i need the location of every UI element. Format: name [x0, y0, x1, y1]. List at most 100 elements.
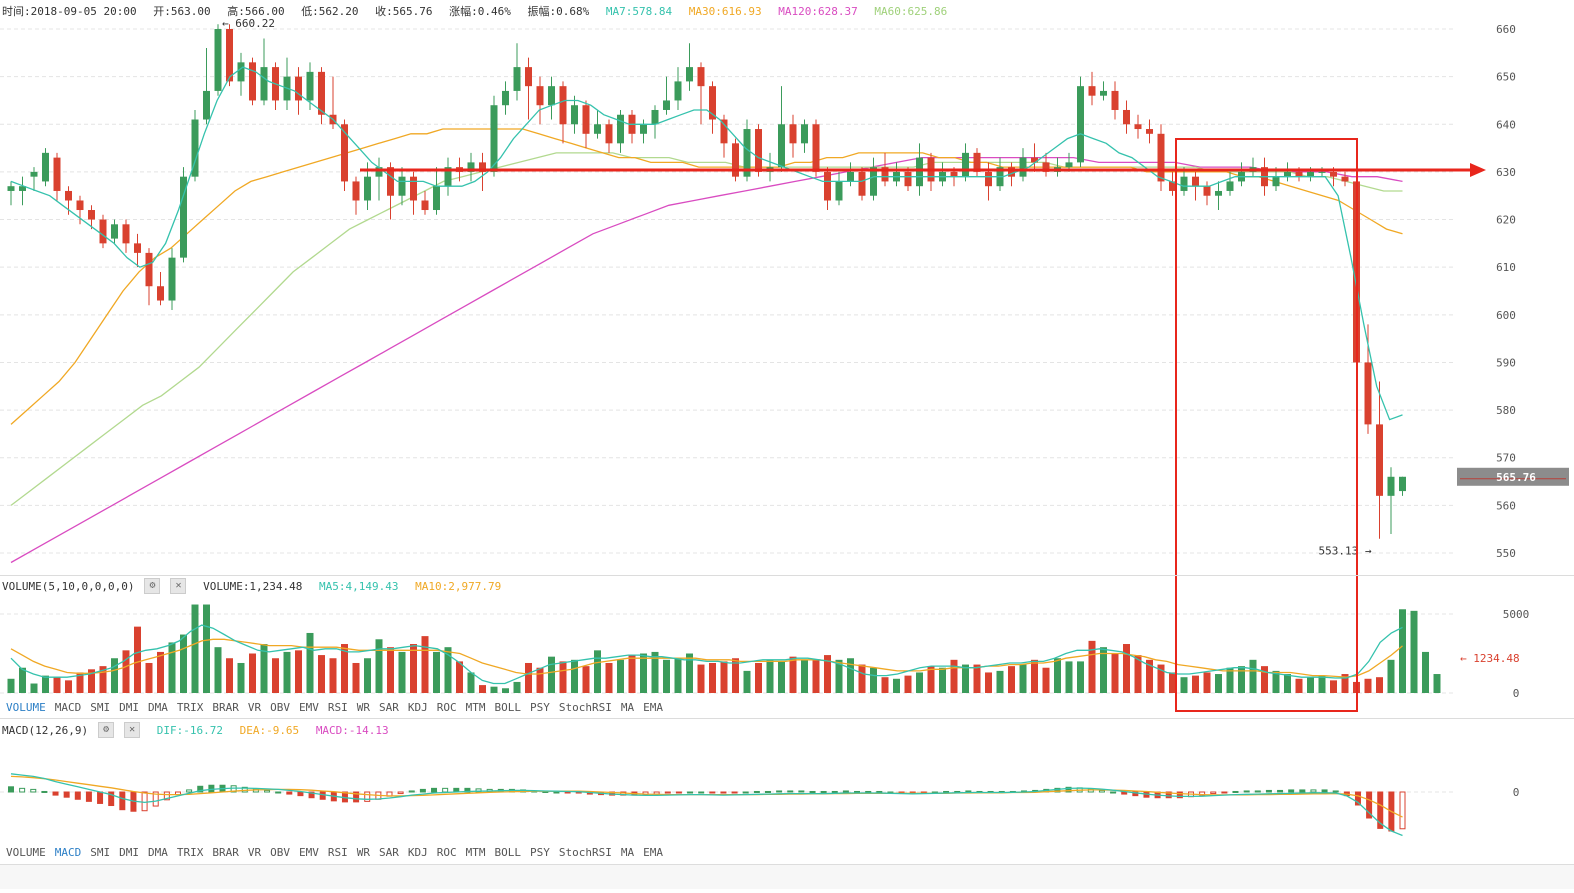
- macd-bar: [408, 790, 415, 793]
- candle-body: [950, 171, 958, 177]
- candle-body: [410, 176, 417, 201]
- candle-body: [1042, 162, 1050, 172]
- macd-bar: [1065, 786, 1072, 793]
- candle-body: [168, 257, 176, 301]
- macd-tab-psy[interactable]: PSY: [530, 846, 550, 859]
- volume-tab-sar[interactable]: SAR: [379, 701, 399, 714]
- macd-tab-macd[interactable]: MACD: [54, 846, 82, 859]
- volume-bar: [835, 659, 843, 693]
- volume-tab-ma[interactable]: MA: [620, 701, 635, 714]
- macd-bar: [1176, 791, 1183, 799]
- macd-tab-boll[interactable]: BOLL: [494, 846, 522, 859]
- volume-tab-psy[interactable]: PSY: [530, 701, 550, 714]
- macd-tab-dma[interactable]: DMA: [148, 846, 168, 859]
- volume-bar: [709, 662, 716, 693]
- volume-bar: [99, 666, 107, 693]
- volume-tab-rsi[interactable]: RSI: [327, 701, 348, 714]
- macd-tab-roc[interactable]: ROC: [436, 846, 457, 859]
- candle-body: [720, 119, 728, 144]
- volume-tab-obv[interactable]: OBV: [270, 701, 290, 714]
- macd-tab-dmi[interactable]: DMI: [119, 846, 139, 859]
- macd-bar: [397, 791, 404, 795]
- volume-bar: [893, 678, 900, 693]
- volume-tab-dma[interactable]: DMA: [148, 701, 168, 714]
- volume-tab-dmi[interactable]: DMI: [119, 701, 139, 714]
- candle-body: [605, 124, 613, 144]
- macd-tab-obv[interactable]: OBV: [270, 846, 290, 859]
- candle-body: [1272, 176, 1280, 187]
- macd-bar: [698, 791, 705, 794]
- volume-bar: [479, 685, 486, 693]
- volume-bar: [157, 651, 164, 693]
- volume-tab-trix[interactable]: TRIX: [176, 701, 204, 714]
- volume-tab-boll[interactable]: BOLL: [494, 701, 522, 714]
- macd-tab-smi[interactable]: SMI: [90, 846, 111, 859]
- volume-bar: [640, 653, 647, 693]
- candle-body: [203, 90, 210, 120]
- macd-tab-sar[interactable]: SAR: [379, 846, 399, 859]
- candle-body: [30, 171, 38, 177]
- volume-bar: [502, 688, 509, 693]
- volume-tab-wr[interactable]: WR: [356, 701, 370, 714]
- volume-tab-kdj[interactable]: KDJ: [407, 701, 428, 714]
- macd-bar: [854, 790, 861, 793]
- candle-body: [180, 176, 187, 258]
- candle-body: [962, 152, 969, 177]
- volume-bar: [1180, 677, 1188, 693]
- macd-bar: [52, 791, 59, 796]
- divider-macd: [0, 718, 1574, 719]
- macd-tab-vr[interactable]: VR: [247, 846, 262, 859]
- volume-tab-mtm[interactable]: MTM: [465, 701, 486, 714]
- volume-bar: [203, 604, 210, 693]
- volume-bar: [789, 656, 797, 693]
- volume-tab-ema[interactable]: EMA: [643, 701, 663, 714]
- macd-bar: [141, 791, 148, 812]
- current-price-box: [1457, 467, 1569, 486]
- volume-bar: [1330, 680, 1337, 693]
- volume-bar: [801, 659, 808, 693]
- macd-tab-kdj[interactable]: KDJ: [407, 846, 428, 859]
- volume-tab-volume[interactable]: VOLUME: [6, 701, 46, 714]
- volume-tab-smi[interactable]: SMI: [90, 701, 111, 714]
- candle-body: [881, 167, 889, 182]
- macd-bar: [1321, 789, 1328, 793]
- macd-bar: [364, 791, 371, 802]
- macd-tab-ema[interactable]: EMA: [643, 846, 663, 859]
- macd-tab-volume[interactable]: VOLUME: [6, 846, 46, 859]
- macd-tab-mtm[interactable]: MTM: [465, 846, 486, 859]
- macd-settings-gear-icon[interactable]: ⚙: [98, 722, 115, 738]
- info-amplitude: 振幅:0.68%: [527, 5, 590, 18]
- volume-settings-gear-icon[interactable]: ⚙: [144, 578, 161, 594]
- macd-bar: [798, 790, 805, 793]
- volume-close-icon[interactable]: ✕: [170, 578, 187, 594]
- volume-tab-stochrsi[interactable]: StochRSI: [558, 701, 612, 714]
- candle-body: [387, 167, 394, 196]
- macd-tab-rsi[interactable]: RSI: [327, 846, 348, 859]
- volume-bar: [375, 639, 383, 693]
- macd-bar: [97, 791, 104, 804]
- volume-tab-emv[interactable]: EMV: [299, 701, 319, 714]
- volume-bar: [1123, 644, 1130, 693]
- macd-tab-emv[interactable]: EMV: [299, 846, 319, 859]
- macd-tab-trix[interactable]: TRIX: [176, 846, 204, 859]
- macd-tab-stochrsi[interactable]: StochRSI: [558, 846, 612, 859]
- candle-body: [1192, 176, 1199, 187]
- volume-tab-vr[interactable]: VR: [247, 701, 262, 714]
- volume-tab-roc[interactable]: ROC: [436, 701, 457, 714]
- macd-tab-brar[interactable]: BRAR: [212, 846, 239, 859]
- candle-body: [145, 252, 153, 287]
- volume-tab-macd[interactable]: MACD: [54, 701, 82, 714]
- y-tick-label: 640: [1496, 118, 1516, 131]
- macd-bar: [553, 791, 560, 794]
- info-low: 低:562.20: [301, 5, 359, 18]
- macd-close-icon[interactable]: ✕: [124, 722, 141, 738]
- macd-tab-ma[interactable]: MA: [620, 846, 635, 859]
- volume-tab-brar[interactable]: BRAR: [212, 701, 239, 714]
- candle-body: [191, 119, 199, 177]
- macd-tab-wr[interactable]: WR: [356, 846, 370, 859]
- volume-bar: [1238, 666, 1245, 693]
- macd-bar: [1377, 791, 1384, 829]
- macd-bar: [842, 790, 849, 793]
- volume-bar: [858, 664, 866, 693]
